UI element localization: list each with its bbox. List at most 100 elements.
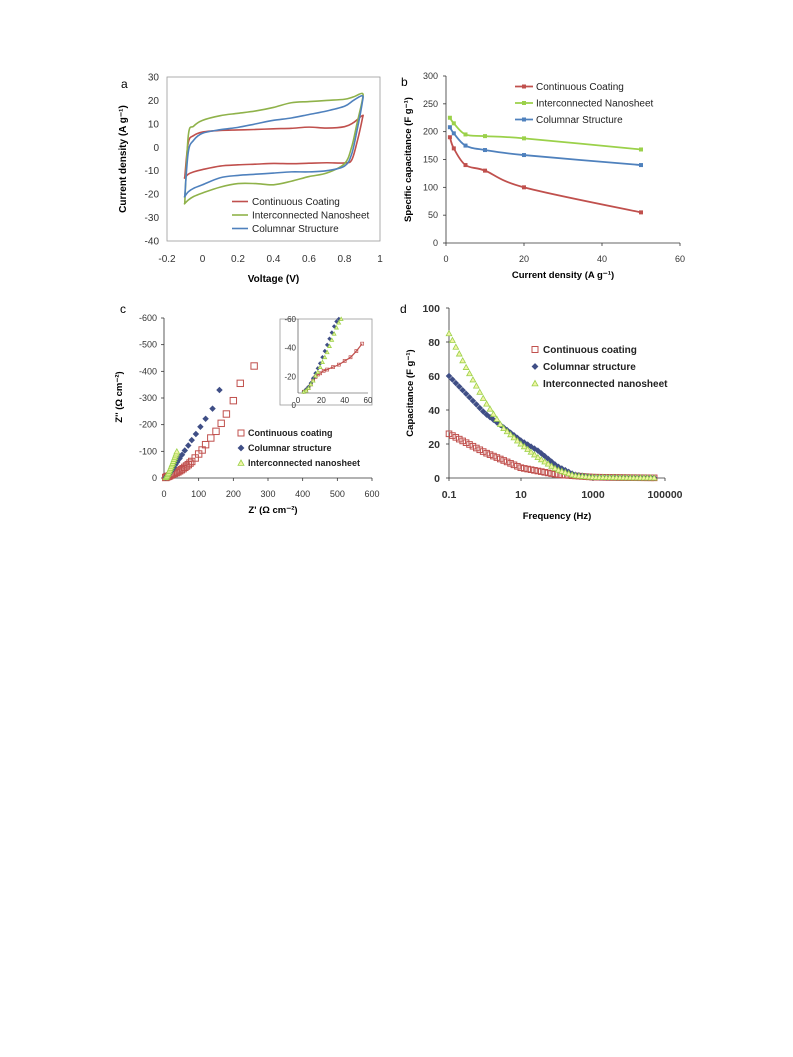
y-tick-label: 80 <box>428 337 440 349</box>
data-point <box>463 143 468 148</box>
data-point <box>534 467 542 475</box>
series-line <box>183 94 364 198</box>
data-point <box>452 434 460 441</box>
data-point <box>459 437 466 445</box>
legend-label: Interconnected Nanosheet <box>536 99 654 110</box>
data-point <box>452 343 460 350</box>
inset-data-point <box>313 373 318 378</box>
y-tick-label: 10 <box>148 119 160 130</box>
inset-data-point <box>336 362 341 367</box>
data-point <box>522 185 526 190</box>
panel-label: b <box>401 75 408 89</box>
data-point <box>551 470 559 478</box>
inset-data-point <box>360 341 365 346</box>
y-axis-label: Current density (A g⁻¹) <box>118 105 129 213</box>
data-point <box>459 356 467 364</box>
inset-data-point <box>354 349 359 353</box>
inset-frame <box>279 318 373 406</box>
series-line <box>183 92 364 205</box>
data-point <box>445 329 453 337</box>
inset-data-point <box>322 354 328 360</box>
inset-data-point <box>334 319 339 324</box>
inset-data-point <box>322 348 328 354</box>
data-point <box>544 460 552 467</box>
inset-data-point <box>315 369 321 374</box>
data-point <box>483 400 491 407</box>
y-tick-label: 40 <box>428 405 440 417</box>
data-point <box>554 466 562 473</box>
panel-b-capacitance-chart: b 300 250 200 150 100 50 00 20 40 60 Current densit… <box>401 71 685 281</box>
data-point <box>503 427 511 435</box>
data-point <box>462 439 470 446</box>
inset-data-point <box>324 342 330 348</box>
data-point <box>534 453 542 461</box>
x-tick-label: 400 <box>295 489 310 499</box>
data-point <box>466 369 473 377</box>
data-point <box>500 457 508 464</box>
legend-marker <box>522 84 526 89</box>
x-tick-label: 0.1 <box>442 489 457 501</box>
legend-label: Interconnected nanosheet <box>543 379 668 390</box>
inset-data-point <box>329 330 335 335</box>
data-point <box>236 379 244 388</box>
inset-data-point <box>348 355 353 360</box>
data-point <box>462 390 470 397</box>
legend-label: Interconnected Nanosheet <box>252 211 370 222</box>
data-point <box>185 442 192 449</box>
data-point <box>451 146 456 151</box>
data-point <box>479 408 487 415</box>
x-tick-label: 1 <box>377 254 383 265</box>
data-point <box>520 442 528 450</box>
data-point <box>178 451 186 459</box>
y-tick-label: -10 <box>145 166 160 177</box>
y-tick-label: 100 <box>422 303 440 315</box>
inset-y-tick-label: -40 <box>284 344 296 353</box>
data-point <box>466 394 473 401</box>
data-point <box>452 379 460 387</box>
x-tick-label: 600 <box>364 489 379 499</box>
data-point <box>483 411 490 418</box>
data-point <box>507 430 515 438</box>
y-tick-label: 0 <box>433 238 438 248</box>
data-point <box>520 465 528 472</box>
x-tick-label: 20 <box>519 254 529 264</box>
panel-a-cv-chart: a 30 20 10 0 -10 -20 -30 -40 -0.2 0 0.2 0.4 0.6 0.8 1 Vo… <box>118 73 383 286</box>
data-point <box>486 405 494 412</box>
y-axis-label: Specific capacitance (F g⁻¹) <box>403 97 414 222</box>
data-point <box>447 135 452 140</box>
legend-marker <box>531 379 539 387</box>
y-tick-label: 0 <box>153 143 159 154</box>
y-tick-label: -20 <box>145 190 160 201</box>
data-point <box>447 115 452 120</box>
data-point <box>537 455 545 463</box>
data-point <box>639 163 643 168</box>
legend-marker <box>237 429 245 437</box>
y-tick-label: 50 <box>428 210 438 220</box>
inset-data-point <box>342 359 347 363</box>
data-point <box>489 410 497 417</box>
x-tick-label: 0 <box>161 489 166 499</box>
inset-data-point <box>310 378 316 383</box>
data-point <box>639 210 643 215</box>
data-point <box>455 435 463 443</box>
inset-data-point <box>338 316 344 321</box>
y-axis-label: Capacitance (F g⁻¹) <box>405 349 416 436</box>
data-point <box>517 464 525 472</box>
inset-y-tick-label: -60 <box>284 315 296 324</box>
data-point <box>513 437 521 444</box>
data-point <box>538 468 545 475</box>
y-tick-label: 250 <box>423 99 438 109</box>
data-point <box>451 121 456 126</box>
x-tick-label: 100000 <box>647 489 682 501</box>
data-point <box>527 466 535 474</box>
data-point <box>500 424 508 432</box>
data-point <box>473 444 480 452</box>
panel-c-nyquist-chart: c-600-500-400-300-200-10000 100 200 300 400 5… <box>114 302 380 516</box>
data-point <box>449 376 456 383</box>
inset-data-point <box>303 387 309 393</box>
data-point <box>483 148 487 153</box>
data-point <box>212 427 220 436</box>
data-point <box>561 468 569 476</box>
legend-marker <box>522 101 526 105</box>
data-point <box>490 452 497 460</box>
